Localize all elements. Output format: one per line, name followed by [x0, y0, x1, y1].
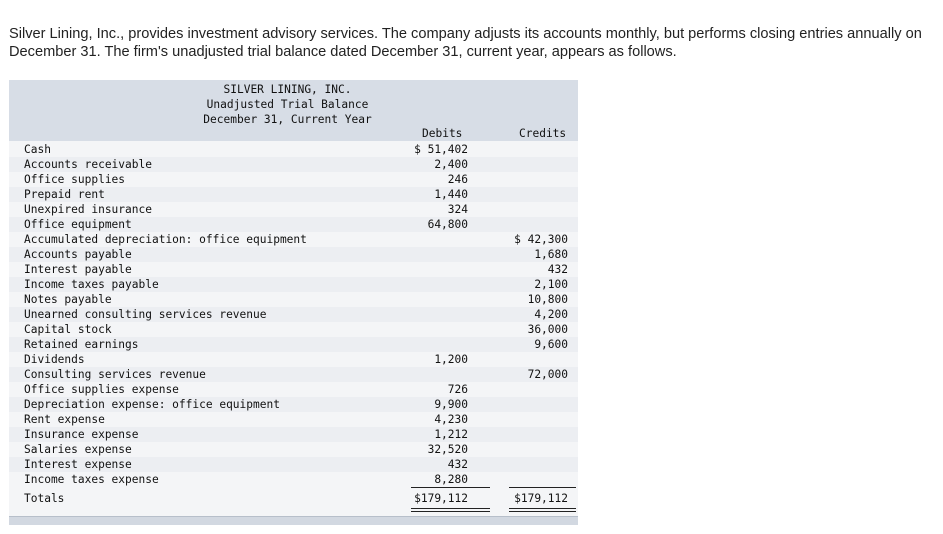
account-name: Consulting services revenue [24, 368, 206, 381]
debit-amount: 726 [447, 383, 468, 396]
table-row: Unearned consulting services revenue 4,20… [9, 307, 578, 322]
trial-balance-table: SILVER LINING, INC. Unadjusted Trial Bal… [9, 80, 578, 525]
table-row: Office equipment 64,800 [9, 217, 578, 232]
credit-amount: 4,200 [534, 308, 568, 321]
totals-debit: $179,112 [414, 492, 468, 505]
table-row: Office supplies 246 [9, 172, 578, 187]
debit-amount: 2,400 [434, 158, 468, 171]
table-header: SILVER LINING, INC. Unadjusted Trial Bal… [9, 80, 578, 141]
account-name: Capital stock [24, 323, 112, 336]
table-row: Interest payable 432 [9, 262, 578, 277]
debit-amount: 246 [447, 173, 468, 186]
table-bottom-border [9, 516, 578, 525]
account-name: Interest expense [24, 458, 132, 471]
table-row: Rent expense 4,230 [9, 412, 578, 427]
account-name: Unexpired insurance [24, 203, 152, 216]
table-row: Accounts receivable 2,400 [9, 157, 578, 172]
credit-amount: 2,100 [534, 278, 568, 291]
account-name: Depreciation expense: office equipment [24, 398, 280, 411]
debit-amount: 1,212 [434, 428, 468, 441]
table-row: Cash $ 51,402 [9, 142, 578, 157]
account-name: Office equipment [24, 218, 132, 231]
table-row: Notes payable 10,800 [9, 292, 578, 307]
credit-subtotal-rule [509, 487, 576, 488]
totals-credit: $179,112 [514, 492, 568, 505]
table-row: Capital stock 36,000 [9, 322, 578, 337]
account-name: Accounts payable [24, 248, 132, 261]
account-name: Retained earnings [24, 338, 139, 351]
credit-amount: 1,680 [534, 248, 568, 261]
debit-total-double-rule [411, 508, 490, 512]
table-row: Income taxes payable 2,100 [9, 277, 578, 292]
debit-amount: $ 51,402 [414, 143, 468, 156]
statement-title: Unadjusted Trial Balance [206, 98, 369, 111]
table-row: Dividends 1,200 [9, 352, 578, 367]
table-row: Prepaid rent 1,440 [9, 187, 578, 202]
table-row: Insurance expense 1,212 [9, 427, 578, 442]
account-name: Insurance expense [24, 428, 139, 441]
statement-date: December 31, Current Year [203, 113, 372, 126]
totals-row: Totals $179,112 $179,112 [9, 491, 578, 506]
table-row: Consulting services revenue 72,000 [9, 367, 578, 382]
account-name: Accounts receivable [24, 158, 152, 171]
credit-amount: 10,800 [527, 293, 568, 306]
debits-column-header: Debits [422, 127, 463, 140]
credit-amount: 72,000 [527, 368, 568, 381]
table-row: Interest expense 432 [9, 457, 578, 472]
table-row: Accumulated depreciation: office equipme… [9, 232, 578, 247]
debit-amount: 1,200 [434, 353, 468, 366]
debit-amount: 8,280 [434, 473, 468, 486]
account-name: Prepaid rent [24, 188, 105, 201]
debit-amount: 1,440 [434, 188, 468, 201]
credits-column-header: Credits [519, 127, 567, 140]
credit-amount: $ 42,300 [514, 233, 568, 246]
debit-subtotal-rule [411, 487, 490, 488]
account-name: Income taxes expense [24, 473, 159, 486]
credit-total-double-rule [509, 508, 576, 512]
account-name: Office supplies expense [24, 383, 179, 396]
problem-intro-text: Silver Lining, Inc., provides investment… [9, 26, 922, 60]
table-row: Depreciation expense: office equipment 9,… [9, 397, 578, 412]
account-name: Income taxes payable [24, 278, 159, 291]
account-name: Dividends [24, 353, 85, 366]
debit-amount: 32,520 [427, 443, 468, 456]
account-name: Cash [24, 143, 51, 156]
account-name: Interest payable [24, 263, 132, 276]
debit-amount: 4,230 [434, 413, 468, 426]
credit-amount: 36,000 [527, 323, 568, 336]
debit-amount: 9,900 [434, 398, 468, 411]
account-name: Rent expense [24, 413, 105, 426]
credit-amount: 432 [547, 263, 568, 276]
totals-label: Totals [24, 492, 65, 505]
account-name: Accumulated depreciation: office equipme… [24, 233, 307, 246]
debit-amount: 324 [447, 203, 468, 216]
table-row: Unexpired insurance 324 [9, 202, 578, 217]
account-name: Unearned consulting services revenue [24, 308, 267, 321]
table-row: Income taxes expense 8,280 [9, 472, 578, 487]
table-row: Office supplies expense 726 [9, 382, 578, 397]
debit-amount: 432 [447, 458, 468, 471]
account-name: Office supplies [24, 173, 126, 186]
account-name: Salaries expense [24, 443, 132, 456]
company-name: SILVER LINING, INC. [223, 83, 352, 96]
credit-amount: 9,600 [534, 338, 568, 351]
table-row: Salaries expense 32,520 [9, 442, 578, 457]
table-row: Accounts payable 1,680 [9, 247, 578, 262]
table-row: Retained earnings 9,600 [9, 337, 578, 352]
debit-amount: 64,800 [427, 218, 468, 231]
account-name: Notes payable [24, 293, 112, 306]
